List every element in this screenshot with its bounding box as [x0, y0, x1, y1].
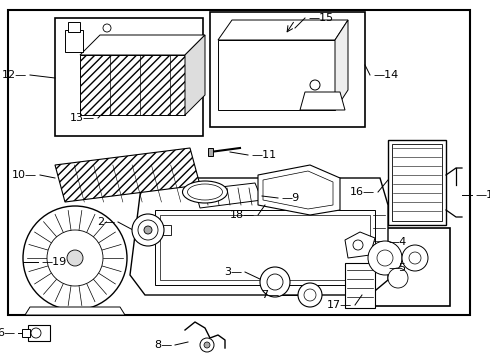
Polygon shape	[25, 307, 125, 315]
Bar	[285, 48, 330, 103]
Bar	[28, 325, 50, 341]
Polygon shape	[185, 35, 205, 115]
Circle shape	[132, 214, 164, 246]
Circle shape	[67, 250, 83, 266]
Text: —19: —19	[41, 257, 66, 267]
Text: 12—: 12—	[2, 70, 27, 80]
Bar	[68, 22, 80, 32]
Bar	[65, 30, 83, 52]
Polygon shape	[263, 171, 333, 209]
Polygon shape	[300, 92, 345, 110]
Bar	[155, 210, 375, 285]
Text: 13—: 13—	[70, 113, 95, 123]
Text: 18—: 18—	[230, 210, 255, 220]
Polygon shape	[55, 148, 200, 202]
Text: 17—: 17—	[327, 300, 352, 310]
Circle shape	[103, 24, 111, 32]
Ellipse shape	[182, 181, 227, 203]
Circle shape	[368, 241, 402, 275]
Circle shape	[388, 268, 408, 288]
Circle shape	[353, 240, 363, 250]
Text: —15: —15	[308, 13, 333, 23]
Text: 2—: 2—	[97, 217, 115, 227]
Text: —1: —1	[475, 190, 490, 200]
Polygon shape	[130, 178, 388, 295]
Ellipse shape	[188, 184, 222, 200]
Polygon shape	[80, 55, 185, 115]
Circle shape	[138, 220, 158, 240]
Bar	[210, 12, 365, 127]
Text: —11: —11	[251, 150, 276, 160]
Bar	[355, 228, 450, 306]
Text: 8—: 8—	[154, 340, 172, 350]
Text: —4: —4	[388, 237, 406, 247]
Bar	[22, 329, 30, 337]
Text: 10—: 10—	[12, 170, 37, 180]
Bar	[345, 263, 375, 308]
Text: 6—: 6—	[0, 328, 15, 338]
Bar	[388, 140, 446, 225]
Bar	[8, 10, 470, 315]
Text: 7—: 7—	[261, 290, 279, 300]
Polygon shape	[345, 232, 375, 258]
Bar	[392, 144, 442, 221]
Circle shape	[377, 250, 393, 266]
Circle shape	[23, 206, 127, 310]
Polygon shape	[80, 35, 205, 55]
Text: —14: —14	[373, 70, 398, 80]
Text: —5: —5	[388, 263, 406, 273]
Circle shape	[298, 283, 322, 307]
Text: —9: —9	[281, 193, 299, 203]
Circle shape	[310, 80, 320, 90]
Polygon shape	[218, 40, 335, 110]
Circle shape	[304, 289, 316, 301]
Bar	[55, 18, 203, 136]
Polygon shape	[218, 20, 348, 40]
Bar	[160, 215, 370, 280]
Circle shape	[47, 230, 103, 286]
Bar	[163, 225, 171, 235]
Circle shape	[260, 267, 290, 297]
Polygon shape	[258, 165, 340, 215]
Circle shape	[402, 245, 428, 271]
Bar	[133, 225, 141, 235]
Bar	[228, 51, 277, 100]
Circle shape	[204, 342, 210, 348]
Text: 16—: 16—	[350, 187, 375, 197]
Circle shape	[31, 328, 41, 338]
Polygon shape	[335, 20, 348, 110]
Circle shape	[144, 226, 152, 234]
Circle shape	[267, 274, 283, 290]
Bar	[225, 48, 280, 103]
Bar	[208, 148, 213, 156]
Text: 3—: 3—	[224, 267, 242, 277]
Circle shape	[409, 252, 421, 264]
Polygon shape	[195, 183, 262, 208]
Circle shape	[200, 338, 214, 352]
